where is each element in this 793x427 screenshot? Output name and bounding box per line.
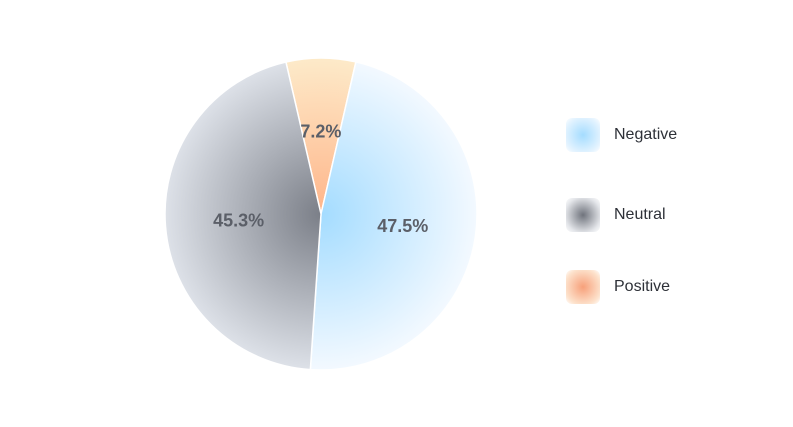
- pie-slices: [164, 57, 478, 371]
- legend-item-neutral[interactable]: Neutral: [566, 198, 666, 232]
- slice-label-positive: 7.2%: [300, 121, 341, 141]
- legend-swatch-positive: [566, 270, 600, 304]
- legend-item-negative[interactable]: Negative: [566, 118, 677, 152]
- slice-label-negative: 47.5%: [377, 216, 428, 236]
- legend-label-negative: Negative: [614, 126, 678, 143]
- legend-label-positive: Positive: [614, 278, 671, 295]
- pie-slice-labels: 7.2% 47.5% 45.3%: [213, 121, 428, 236]
- pie-slice-negative[interactable]: [309, 61, 478, 371]
- legend-swatch-neutral: [566, 198, 600, 232]
- legend-swatch-negative: [566, 118, 600, 152]
- legend-label-neutral: Neutral: [614, 206, 666, 223]
- slice-label-neutral: 45.3%: [213, 211, 264, 231]
- pie-slice-neutral[interactable]: [164, 61, 322, 371]
- legend-item-positive[interactable]: Positive: [566, 270, 670, 304]
